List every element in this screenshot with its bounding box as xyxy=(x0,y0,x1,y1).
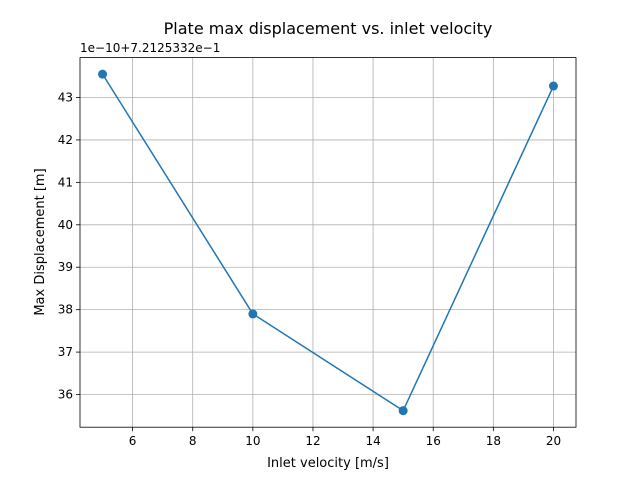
x-tick-label: 16 xyxy=(426,434,441,448)
chart-title: Plate max displacement vs. inlet velocit… xyxy=(164,19,493,38)
x-tick-label: 6 xyxy=(129,434,137,448)
y-offset-label: 1e−10+7.2125332e−1 xyxy=(80,41,220,55)
x-tick-label: 20 xyxy=(546,434,561,448)
y-tick-label: 42 xyxy=(58,133,73,147)
y-tick-label: 37 xyxy=(58,345,73,359)
x-tick-label: 10 xyxy=(245,434,260,448)
y-tick-label: 40 xyxy=(58,218,73,232)
x-axis-label: Inlet velocity [m/s] xyxy=(267,456,389,471)
series xyxy=(98,69,558,416)
x-tick-label: 14 xyxy=(365,434,380,448)
series-line xyxy=(101,73,555,412)
y-tick-label: 38 xyxy=(58,303,73,317)
data-point xyxy=(248,309,258,319)
grid xyxy=(80,57,576,428)
x-tick-label: 8 xyxy=(189,434,197,448)
data-point xyxy=(548,81,558,91)
y-tick-label: 41 xyxy=(58,175,73,189)
y-tick-label: 36 xyxy=(58,388,73,402)
data-point xyxy=(98,69,108,79)
ticks: 6 8 10 12 14 16 18 20 36 37 38 39 40 41 42 43 xyxy=(58,90,561,448)
data-point xyxy=(398,406,408,416)
y-axis-label: Max Displacement [m] xyxy=(33,168,48,315)
x-tick-label: 12 xyxy=(305,434,320,448)
y-tick-label: 39 xyxy=(58,260,73,274)
x-tick-label: 18 xyxy=(486,434,501,448)
plot-frame xyxy=(79,57,577,428)
y-tick-label: 43 xyxy=(58,90,73,104)
